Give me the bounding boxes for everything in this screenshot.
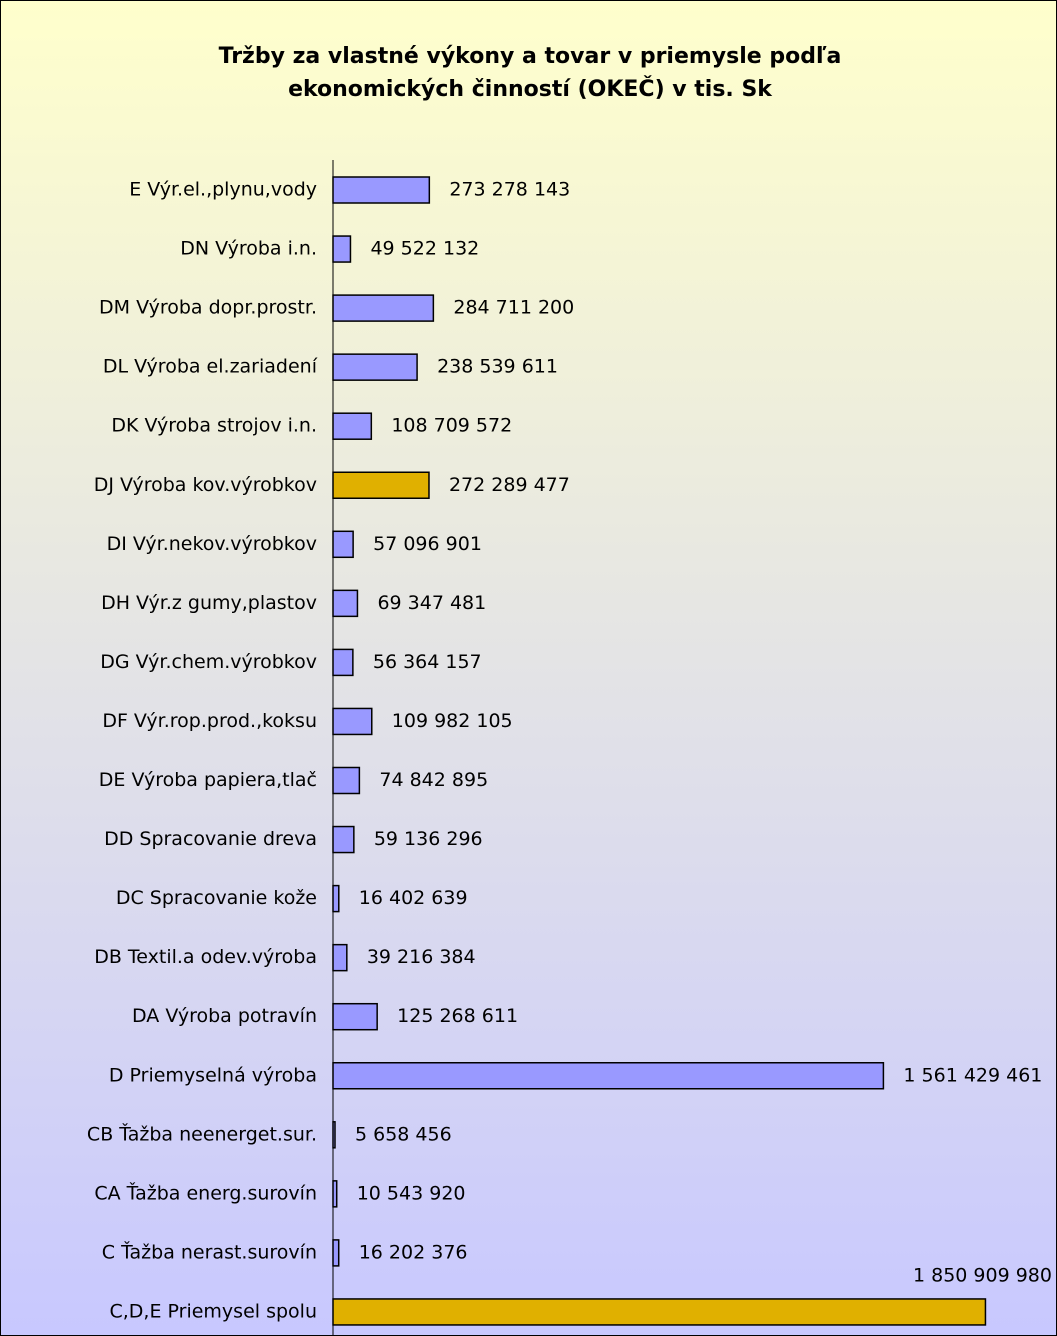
y-tick-label: C Ťažba nerast.surovín [102,1240,317,1263]
data-label: 272 289 477 [449,474,570,496]
y-tick-label: DC Spracovanie kože [116,887,317,909]
bar [332,1062,885,1090]
y-tick-label: DH Výr.z gumy,plastov [101,592,317,614]
bar [332,943,348,972]
data-label: 56 364 157 [373,651,482,673]
bar [332,471,430,499]
chart-title: ekonomických činností (OKEČ) v tis. Sk [288,76,773,102]
y-tick-label: CA Ťažba energ.surovín [94,1181,317,1204]
data-label: 39 216 384 [367,946,476,968]
data-label: 10 543 920 [357,1182,466,1204]
data-label: 1 850 909 980 [913,1264,1052,1286]
data-label: 69 347 481 [377,592,486,614]
bar [332,1121,336,1149]
data-label: 125 268 611 [397,1005,518,1027]
data-label: 5 658 456 [355,1123,452,1145]
bar [332,294,435,322]
y-tick-label: DJ Výroba kov.výrobkov [94,474,317,496]
y-tick-label: DM Výroba dopr.prostr. [99,297,317,319]
data-label: 1 561 429 461 [903,1064,1042,1086]
bar [332,353,418,381]
bar [332,766,361,795]
data-label: 284 711 200 [453,297,574,319]
bar [332,1002,378,1031]
y-tick-label: DI Výr.nekov.výrobkov [107,533,317,555]
data-label: 238 539 611 [437,356,558,378]
y-tick-label: DK Výroba strojov i.n. [111,415,317,437]
bar [332,235,352,263]
y-tick-label: D Priemyselná výroba [109,1064,317,1086]
bar [332,530,354,559]
data-label: 49 522 132 [370,238,479,260]
chart-title: Tržby za vlastné výkony a tovar v priemy… [219,44,842,69]
y-tick-label: E Výr.el.,plynu,vody [129,179,317,201]
y-tick-label: DE Výroba papiera,tlač [99,769,317,791]
y-tick-label: DB Textil.a odev.výroba [94,946,317,968]
data-label: 109 982 105 [392,710,513,732]
bar [332,825,355,854]
y-tick-label: DA Výroba potravín [132,1005,317,1027]
data-label: 74 842 895 [379,769,488,791]
bar [332,884,340,913]
data-label: 273 278 143 [449,179,570,201]
y-tick-label: DL Výroba el.zariadení [103,356,318,378]
y-tick-label: DN Výroba i.n. [180,238,317,260]
data-label: 108 709 572 [391,415,512,437]
bar [332,589,359,618]
bar [332,1239,340,1267]
bar [332,1180,338,1208]
y-tick-label: DD Spracovanie dreva [104,828,317,850]
bar [332,412,373,440]
data-label: 59 136 296 [374,828,483,850]
bar [332,1298,987,1326]
y-tick-label: DF Výr.rop.prod.,koksu [102,710,317,732]
y-tick-label: CB Ťažba neenerget.sur. [87,1122,317,1145]
data-label: 16 402 639 [359,887,468,909]
bar [332,648,354,677]
y-tick-label: C,D,E Priemysel spolu [110,1300,318,1322]
data-label: 16 202 376 [359,1241,468,1263]
bar [332,707,373,736]
y-tick-label: DG Výr.chem.výrobkov [100,651,317,673]
bar [332,176,431,204]
data-label: 57 096 901 [373,533,482,555]
